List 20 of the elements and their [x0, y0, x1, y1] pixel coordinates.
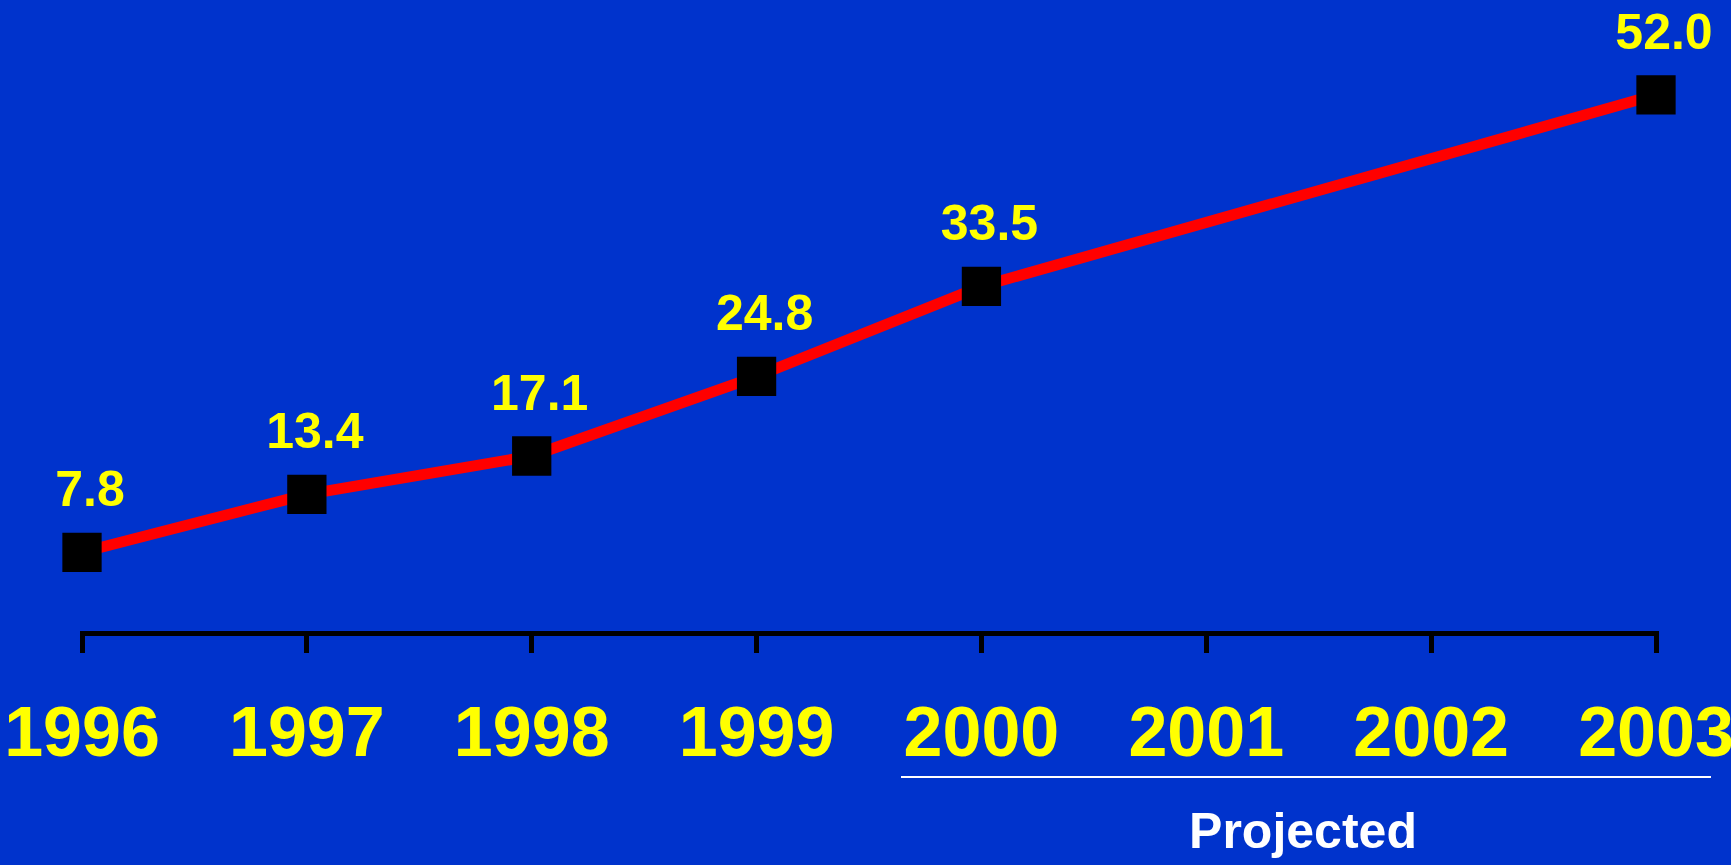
point: [961, 266, 1002, 306]
x-tick-label: 1997: [228, 693, 385, 772]
x-tick-label: 1996: [4, 693, 160, 772]
data-label: 52.0: [1615, 3, 1713, 60]
point: [1636, 75, 1676, 115]
text: Projected: [1189, 803, 1417, 859]
data-label: 7.8: [55, 461, 125, 518]
data-label: 24.8: [715, 285, 814, 342]
x-tick-label: 1999: [678, 693, 835, 772]
point: [736, 356, 777, 396]
data-label: 17.1: [491, 365, 589, 422]
data-label: 33.5: [940, 195, 1039, 252]
data-label: 13.4: [266, 403, 364, 460]
point: [62, 532, 102, 572]
point: [287, 474, 327, 514]
x-tick-label: 2002: [1353, 693, 1510, 772]
point: [512, 436, 552, 476]
x-tick-label: 2000: [903, 693, 1060, 772]
x-tick-label: 1998: [453, 693, 610, 772]
x-tick-label: 2001: [1128, 693, 1285, 772]
